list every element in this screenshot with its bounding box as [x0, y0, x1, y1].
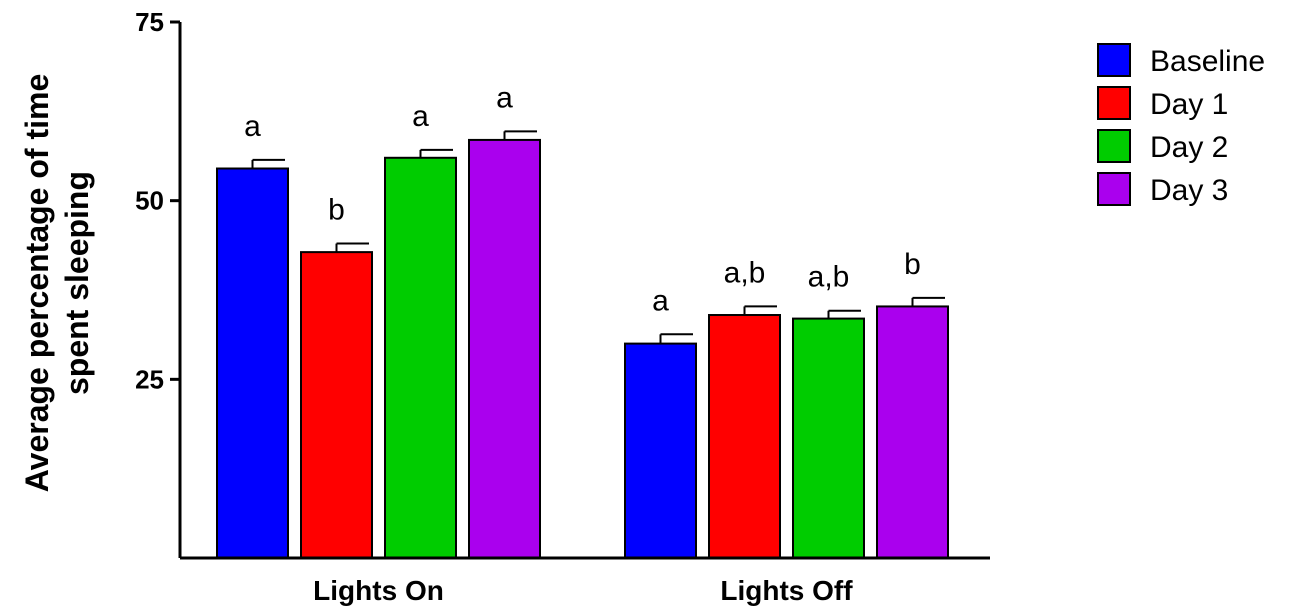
bar [876, 305, 949, 560]
legend-swatch [1097, 129, 1131, 163]
legend-swatch [1097, 86, 1131, 120]
legend-label: Day 2 [1150, 131, 1228, 164]
category-labels: Lights On Lights Off [313, 575, 853, 606]
legend-label: Day 1 [1150, 88, 1228, 121]
legend-swatch [1097, 43, 1131, 77]
bar [468, 138, 541, 559]
legend: Baseline Day 1 Day 2 Day 3 [1097, 43, 1265, 207]
y-axis-title-line: spent sleeping [59, 171, 95, 395]
significance-label: b [328, 194, 345, 227]
significance-label: a [244, 110, 261, 143]
significance-label: b [904, 248, 921, 281]
y-ticks: 25 50 75 [135, 7, 180, 394]
bar [708, 314, 781, 559]
significance-label: a,b [724, 256, 766, 289]
error-bars [251, 130, 945, 344]
significance-label: a [412, 100, 429, 133]
y-tick-label: 75 [135, 7, 164, 37]
category-label: Lights On [313, 575, 444, 606]
y-tick-label: 50 [135, 186, 164, 216]
bars [216, 138, 949, 560]
bar [624, 342, 697, 559]
category-label: Lights Off [720, 575, 853, 606]
y-tick-label: 25 [135, 364, 164, 394]
bar [300, 251, 373, 559]
bar [384, 156, 457, 560]
y-axis-title-line: Average percentage of time [19, 74, 55, 493]
bar [216, 167, 289, 560]
significance-label: a,b [808, 261, 850, 294]
legend-label: Day 3 [1150, 174, 1228, 207]
y-axis-title: Average percentage of time spent sleeping [19, 74, 95, 493]
significance-label: a [496, 81, 513, 114]
y-axis-label: Average percentage of time spent sleeping [19, 74, 95, 493]
bar [792, 317, 865, 559]
significance-label: a [652, 284, 669, 317]
legend-label: Baseline [1150, 45, 1265, 78]
legend-swatch [1097, 172, 1131, 206]
significance-labels: a b a a a a,b a,b b [244, 81, 921, 317]
